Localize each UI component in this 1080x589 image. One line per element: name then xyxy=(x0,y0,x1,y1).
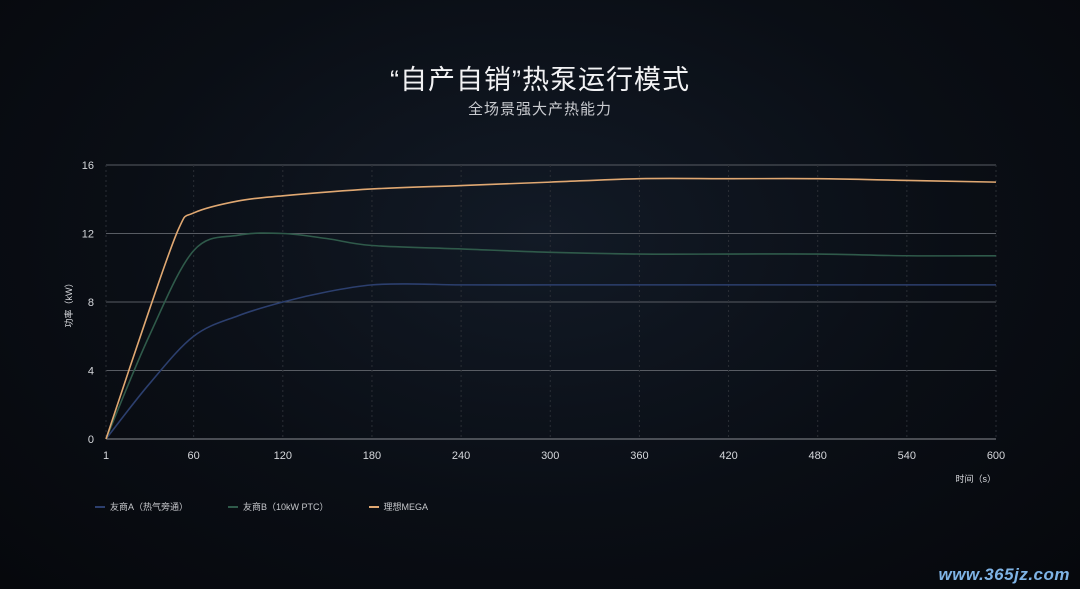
legend-swatch xyxy=(95,505,105,508)
x-tick-labels: 1 60 120 180 240 300 360 420 480 540 600 xyxy=(103,450,1005,462)
series-line-2 xyxy=(105,177,997,440)
legend-label: 友商A（热气旁通） xyxy=(110,502,189,512)
x-tick-label: 120 xyxy=(274,450,292,462)
series-line-1 xyxy=(105,232,997,440)
grid-lines xyxy=(105,164,997,440)
x-tick-label: 360 xyxy=(630,450,648,462)
x-tick-label: 420 xyxy=(719,450,737,462)
x-tick-label: 180 xyxy=(363,450,381,462)
legend-label: 友商B（10kW PTC） xyxy=(243,502,329,512)
legend-item: 友商A（热气旁通） xyxy=(95,500,188,513)
x-tick-label: 1 xyxy=(103,450,109,462)
legend-item: 理想MEGA xyxy=(368,500,429,513)
x-tick-label: 480 xyxy=(809,450,827,462)
y-tick-label: 4 xyxy=(88,366,94,378)
chart-title: “自产自销”热泵运行模式 xyxy=(390,65,690,95)
legend-item: 友商B（10kW PTC） xyxy=(228,500,329,513)
x-tick-label: 600 xyxy=(987,450,1005,462)
y-tick-label: 12 xyxy=(82,229,94,241)
y-tick-label: 16 xyxy=(82,160,94,172)
y-tick-labels: 0 4 8 12 16 xyxy=(82,160,94,446)
legend-label: 理想MEGA xyxy=(383,502,429,512)
y-tick-label: 8 xyxy=(88,297,94,309)
x-tick-label: 540 xyxy=(898,450,916,462)
y-axis-label: 功率（kW） xyxy=(63,279,74,328)
series-lines xyxy=(105,177,997,440)
series-line-0 xyxy=(105,283,996,440)
x-tick-label: 60 xyxy=(188,450,200,462)
watermark: www.365jz.com xyxy=(938,565,1070,584)
legend-swatch xyxy=(228,505,239,508)
legend-swatch xyxy=(368,505,379,508)
x-axis-label: 时间（s） xyxy=(955,473,996,484)
x-tick-label: 240 xyxy=(452,450,470,462)
x-tick-label: 300 xyxy=(541,450,559,462)
chart-subtitle: 全场景强大产热能力 xyxy=(467,101,612,118)
legend: 友商A（热气旁通） 友商B（10kW PTC） 理想MEGA xyxy=(95,500,468,513)
y-tick-label: 0 xyxy=(88,434,94,446)
